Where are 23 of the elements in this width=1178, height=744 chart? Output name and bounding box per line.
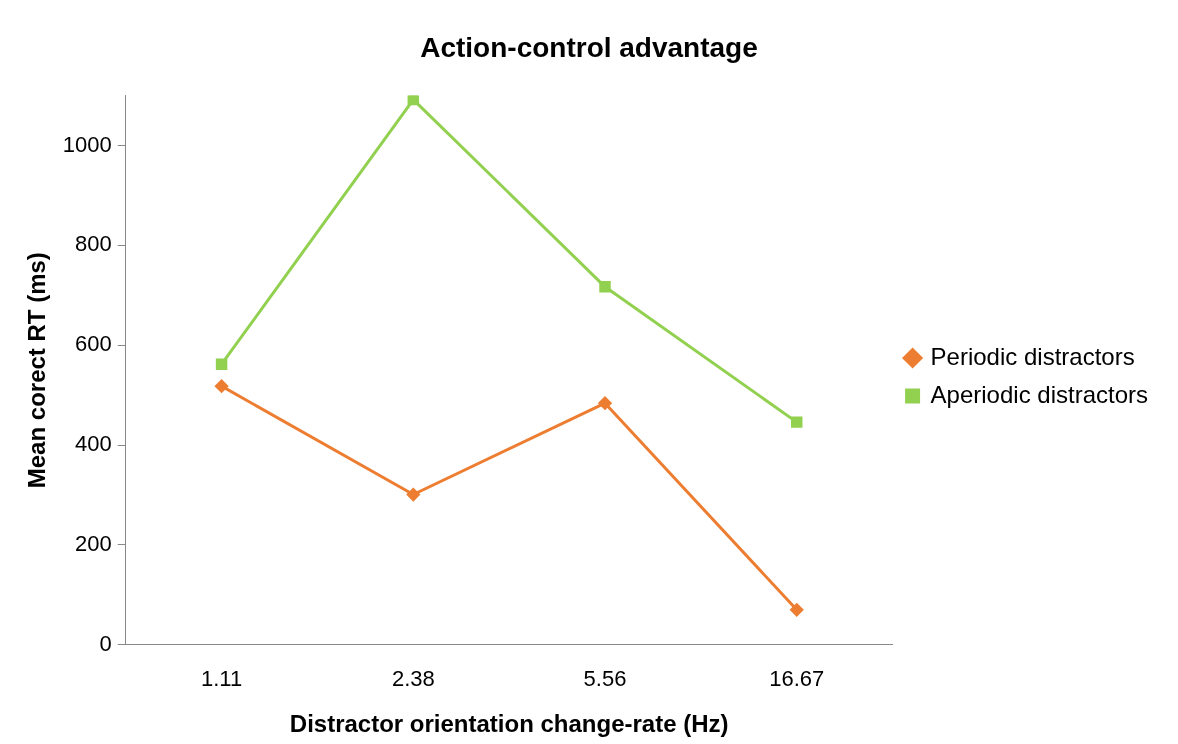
chart-title: Action-control advantage (420, 31, 758, 63)
point (598, 396, 612, 410)
y-tick-label: 600 (75, 331, 112, 357)
y-tick-label: 400 (75, 431, 112, 457)
y-tick-label: 800 (75, 231, 112, 257)
x-tick-label: 1.11 (201, 666, 243, 692)
point (215, 379, 229, 393)
legend-label: Periodic distractors (930, 342, 1135, 370)
point (215, 358, 228, 370)
point (790, 603, 804, 617)
x-tick-label: 5.56 (583, 666, 627, 692)
point (790, 416, 803, 428)
x-tick-label: 2.38 (391, 666, 435, 692)
y-tick-label: 1000 (62, 131, 112, 157)
legend-label: Aperiodic distractors (930, 380, 1148, 408)
point (407, 95, 420, 106)
y-tick-label: 200 (75, 531, 112, 557)
y-tick-label: 0 (99, 630, 112, 656)
y-axis-title: Mean corect RT (ms) (23, 252, 51, 489)
x-axis-title: Distractor orientation change-rate (Hz) (289, 710, 729, 738)
x-tick-label: 16.67 (769, 666, 825, 692)
point (406, 488, 420, 502)
point (599, 281, 611, 293)
